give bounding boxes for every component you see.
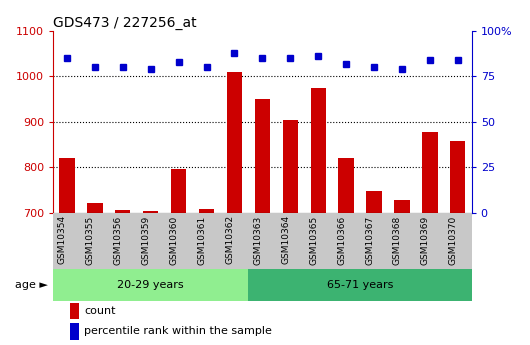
Text: age ►: age ► — [15, 280, 48, 290]
Text: GDS473 / 227256_at: GDS473 / 227256_at — [53, 16, 197, 30]
Text: GSM10359: GSM10359 — [142, 215, 151, 265]
Bar — [282, 119, 298, 213]
Bar — [394, 200, 410, 213]
Text: 65-71 years: 65-71 years — [327, 280, 393, 290]
Text: GSM10367: GSM10367 — [365, 215, 374, 265]
Bar — [450, 141, 465, 213]
Text: GSM10360: GSM10360 — [170, 215, 179, 265]
Text: GSM10369: GSM10369 — [421, 215, 430, 265]
Text: GSM10364: GSM10364 — [281, 215, 290, 265]
Bar — [143, 211, 158, 213]
Bar — [339, 158, 354, 213]
Bar — [227, 72, 242, 213]
Bar — [53, 269, 249, 301]
Text: GSM10368: GSM10368 — [393, 215, 402, 265]
Bar — [311, 88, 326, 213]
Bar — [59, 158, 75, 213]
Text: GSM10356: GSM10356 — [114, 215, 123, 265]
Text: GSM10370: GSM10370 — [449, 215, 458, 265]
Text: percentile rank within the sample: percentile rank within the sample — [84, 326, 272, 336]
Text: GSM10363: GSM10363 — [253, 215, 262, 265]
Bar — [70, 303, 79, 319]
Bar — [171, 169, 186, 213]
Text: GSM10355: GSM10355 — [86, 215, 95, 265]
Text: 20-29 years: 20-29 years — [117, 280, 184, 290]
Bar — [199, 209, 214, 213]
Bar — [87, 204, 102, 213]
Bar — [70, 323, 79, 339]
Text: GSM10362: GSM10362 — [225, 215, 234, 265]
Bar — [366, 191, 382, 213]
Bar — [249, 269, 472, 301]
Text: GSM10361: GSM10361 — [198, 215, 207, 265]
Text: GSM10354: GSM10354 — [58, 215, 67, 265]
Text: count: count — [84, 306, 116, 316]
Text: GSM10365: GSM10365 — [309, 215, 318, 265]
Bar — [115, 210, 130, 213]
Bar — [255, 99, 270, 213]
Text: GSM10366: GSM10366 — [337, 215, 346, 265]
Bar — [422, 132, 437, 213]
